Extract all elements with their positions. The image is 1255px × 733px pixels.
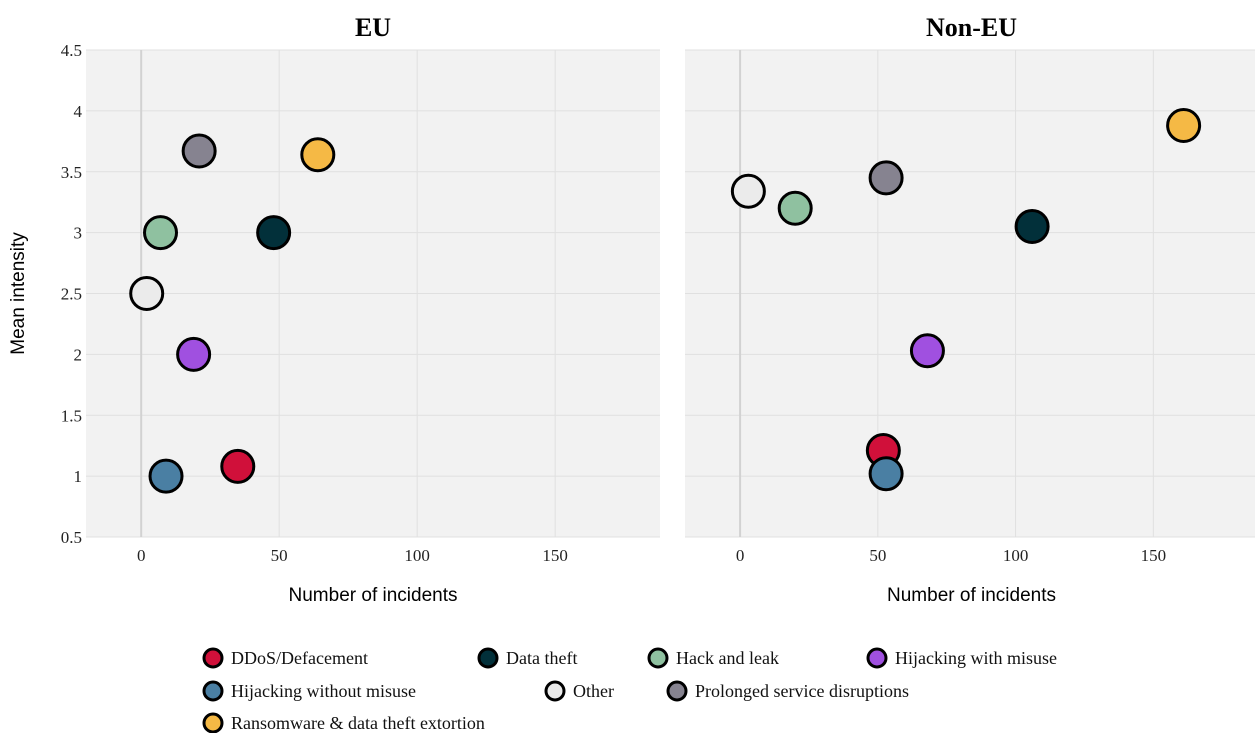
panel-title: Non-EU [926,13,1017,42]
point-ddos-defacement [220,448,256,484]
point-data-theft [256,215,292,251]
point-prolonged-service-disruptions [181,133,217,169]
point-hijacking-with-misuse [909,333,945,369]
y-tick-label: 3.5 [61,163,82,182]
point-hack-and-leak [143,215,179,251]
y-tick-label: 3 [74,224,83,243]
y-tick-label: 1.5 [61,406,82,425]
legend-marker [666,680,688,702]
legend-label: Data theft [506,648,577,668]
point-hijacking-with-misuse [176,336,212,372]
x-tick-label: 50 [869,546,886,565]
panel-non-eu: Non-EU 0 50 100 150 Number of incidents [685,13,1255,606]
x-tick-label: 0 [736,546,745,565]
point-other [730,173,766,209]
y-tick-label: 1 [74,467,83,486]
legend-marker [202,680,224,702]
legend-marker [544,680,566,702]
panel-eu: EU 0 50 100 150 0.5 1 1.5 2 2.5 3 3.5 4 4.5 Number of … [8,13,660,606]
x-tick-label: 100 [404,546,430,565]
point-other [129,276,165,311]
y-tick-label: 2.5 [61,285,82,304]
legend-item-ddos-defacement: DDoS/Defacement [202,647,368,669]
legend-label: Ransomware & data theft extortion [231,713,485,733]
point-ransomware-data-theft-extortion [1166,107,1202,143]
x-axis-label: Number of incidents [289,585,458,606]
legend-marker [477,647,499,669]
legend: DDoS/Defacement Data theft Hack and leak Hi… [202,647,1057,733]
legend-label: DDoS/Defacement [231,648,368,668]
point-hijacking-without-misuse [148,458,184,494]
point-data-theft [1014,209,1050,245]
legend-marker [866,647,888,669]
point-ransomware-data-theft-extortion [300,137,336,173]
panel-title: EU [355,13,391,42]
x-tick-label: 150 [1141,546,1167,565]
y-axis-label: Mean intensity [8,232,29,355]
x-tick-label: 50 [271,546,288,565]
legend-item-hijacking-with-misuse: Hijacking with misuse [866,647,1057,669]
legend-label: Hack and leak [676,648,779,668]
legend-item-ransomware-data-theft-extortion: Ransomware & data theft extortion [202,712,485,733]
y-tick-label: 0.5 [61,528,82,547]
legend-item-hack-and-leak: Hack and leak [647,647,779,669]
legend-item-hijacking-without-misuse: Hijacking without misuse [202,680,416,702]
legend-marker [647,647,669,669]
legend-label: Hijacking with misuse [895,648,1057,668]
x-tick-label: 150 [542,546,568,565]
x-tick-label: 100 [1003,546,1029,565]
legend-label: Other [573,681,614,701]
x-tick-label: 0 [137,546,146,565]
point-hijacking-without-misuse [868,456,904,492]
y-tick-label: 2 [74,345,83,364]
y-tick-label: 4.5 [61,41,82,60]
point-hack-and-leak [777,190,813,226]
x-axis-label: Number of incidents [887,585,1056,606]
legend-label: Hijacking without misuse [231,681,416,701]
point-prolonged-service-disruptions [868,160,904,196]
legend-item-data-theft: Data theft [477,647,577,669]
legend-marker [202,712,224,733]
legend-item-prolonged-service-disruptions: Prolonged service disruptions [666,680,909,702]
legend-label: Prolonged service disruptions [695,681,909,701]
legend-item-other: Other [544,680,614,702]
legend-marker [202,647,224,669]
y-tick-label: 4 [74,102,83,121]
